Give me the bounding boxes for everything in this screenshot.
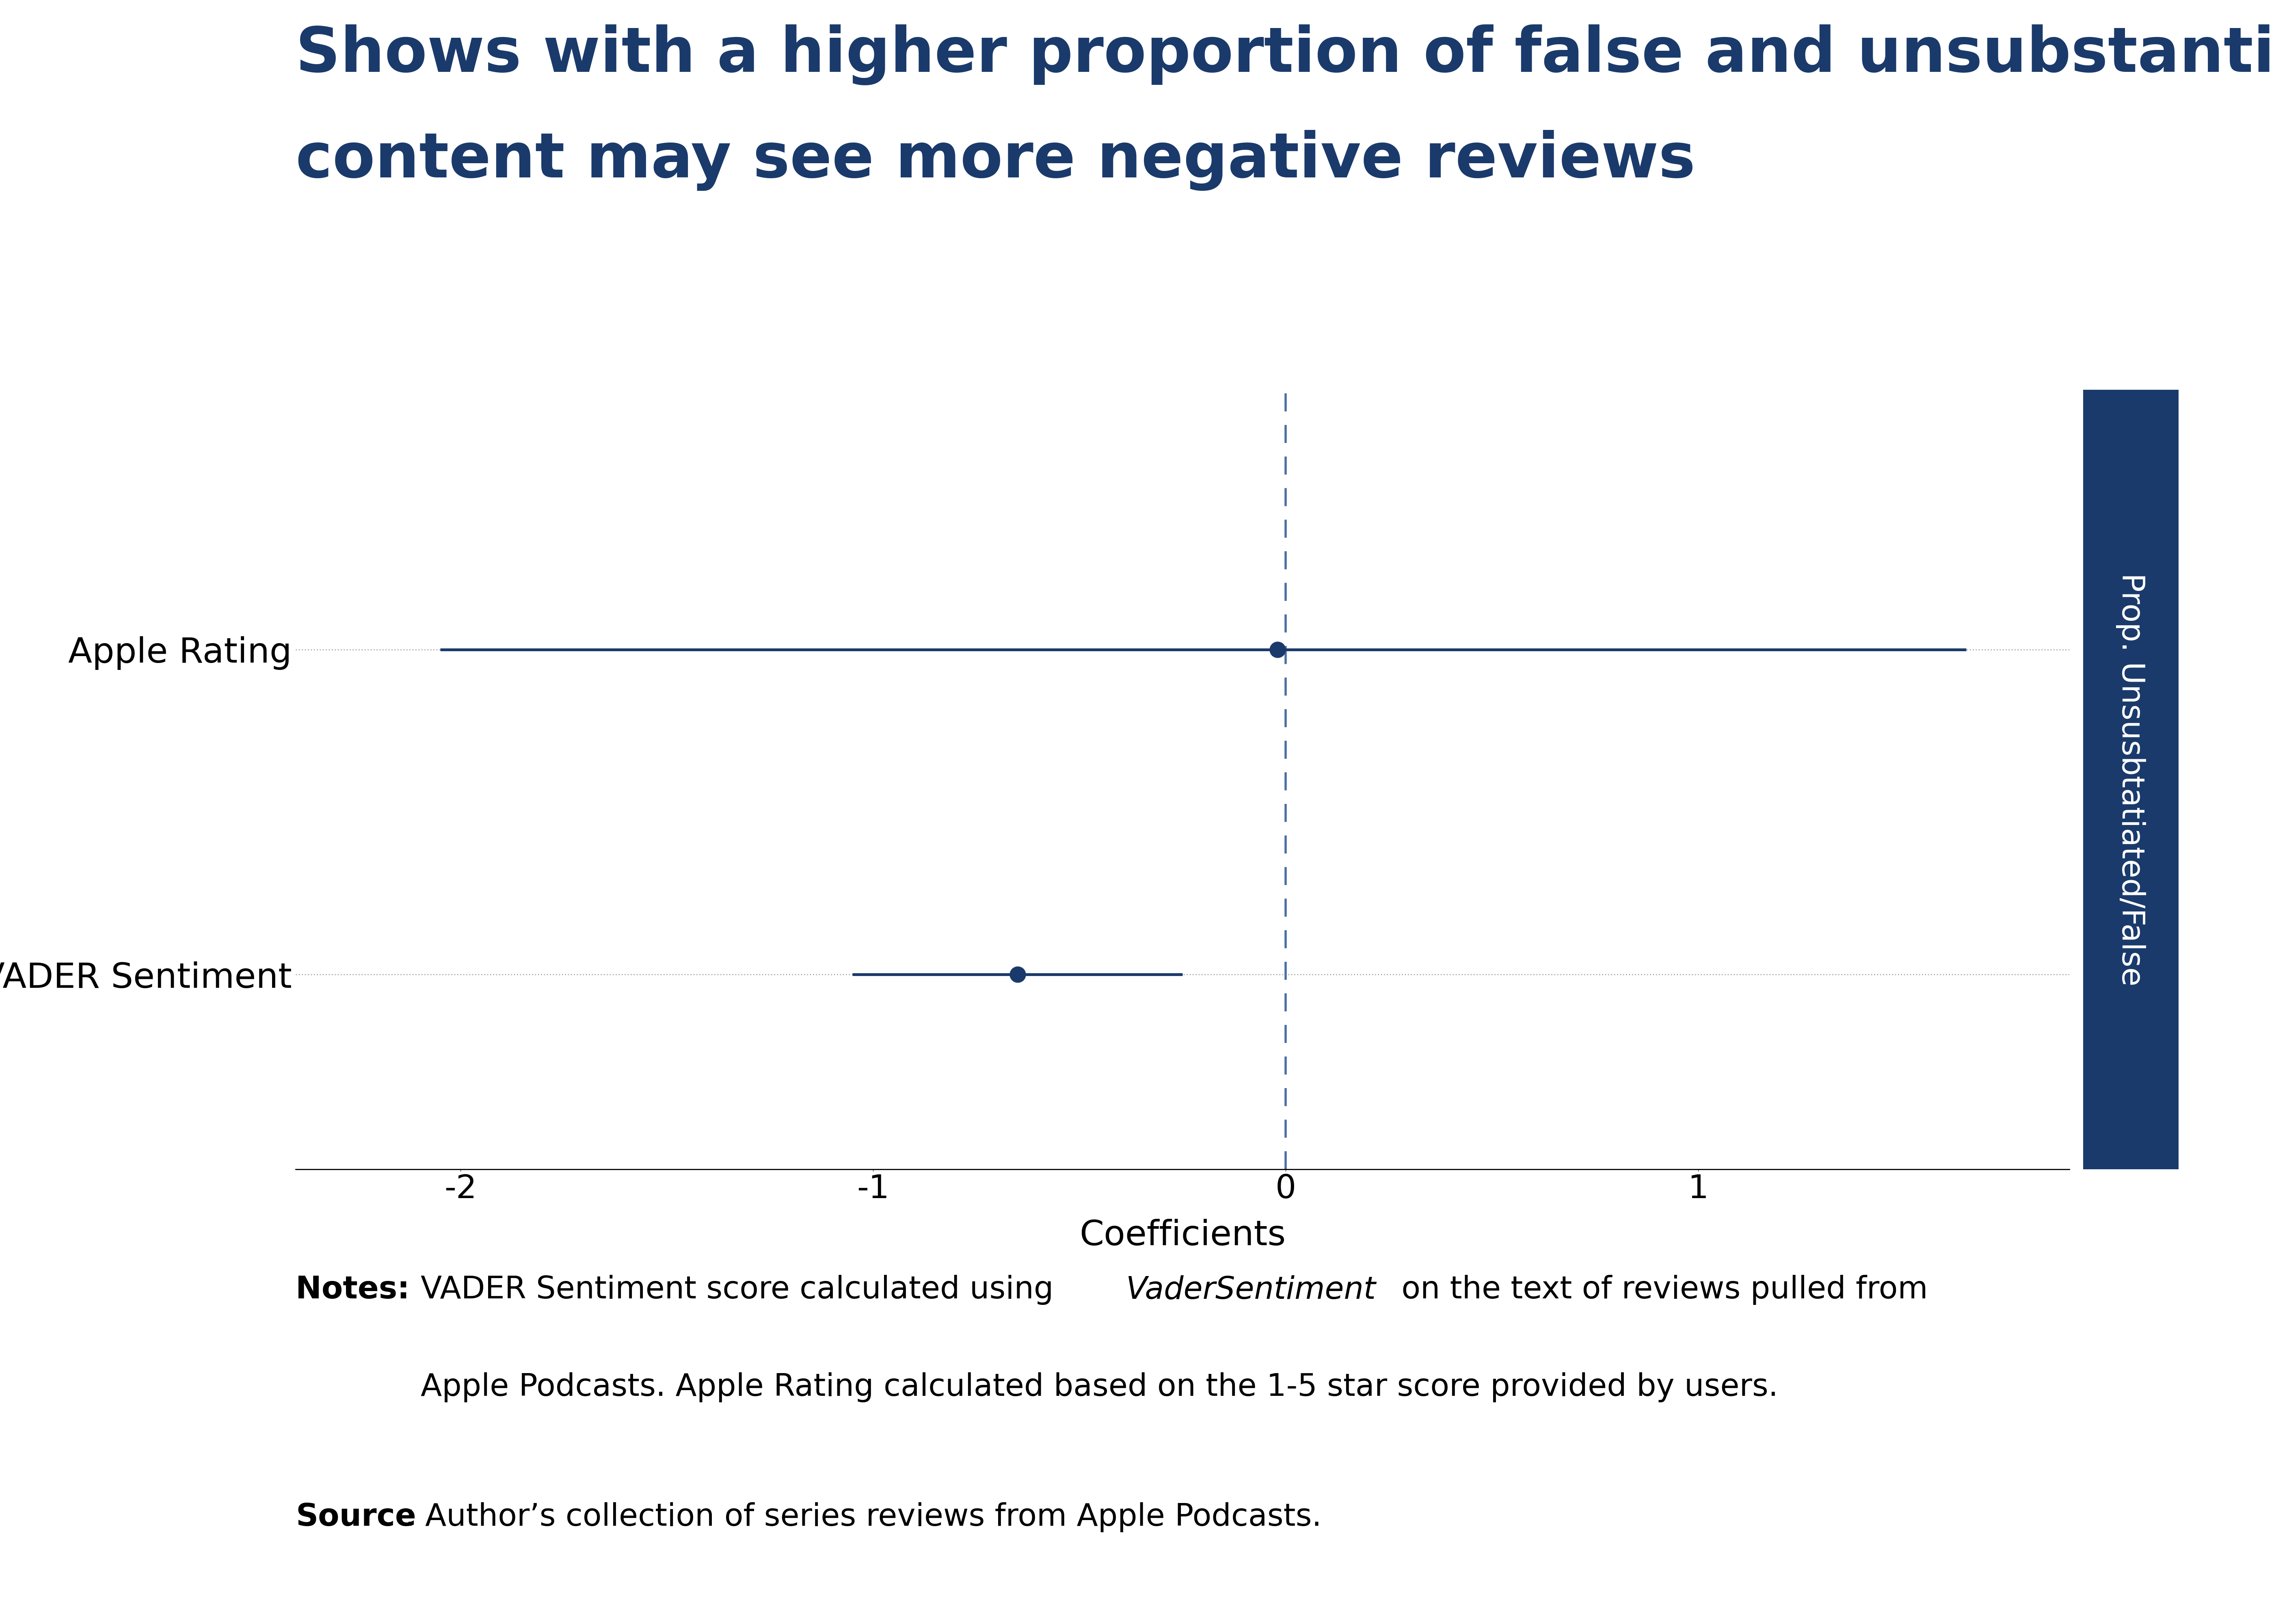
Text: VaderSentiment: VaderSentiment — [1126, 1275, 1376, 1306]
Text: Source: Source — [296, 1502, 416, 1533]
Text: Shows with a higher proportion of false and unsubstantiated: Shows with a higher proportion of false … — [296, 24, 2274, 84]
Text: VADER Sentiment score calculated using: VADER Sentiment score calculated using — [421, 1275, 1064, 1306]
Text: content may see more negative reviews: content may see more negative reviews — [296, 130, 1696, 190]
Text: Apple Podcasts. Apple Rating calculated based on the 1-5 star score provided by : Apple Podcasts. Apple Rating calculated … — [421, 1372, 1778, 1402]
Text: on the text of reviews pulled from: on the text of reviews pulled from — [1392, 1275, 1928, 1306]
X-axis label: Coefficients: Coefficients — [1080, 1220, 1285, 1252]
Text: Notes:: Notes: — [296, 1275, 409, 1306]
Text: : Author’s collection of series reviews from Apple Podcasts.: : Author’s collection of series reviews … — [405, 1502, 1321, 1533]
Text: Prop. Unsusbtatiated/False: Prop. Unsusbtatiated/False — [2115, 573, 2147, 986]
